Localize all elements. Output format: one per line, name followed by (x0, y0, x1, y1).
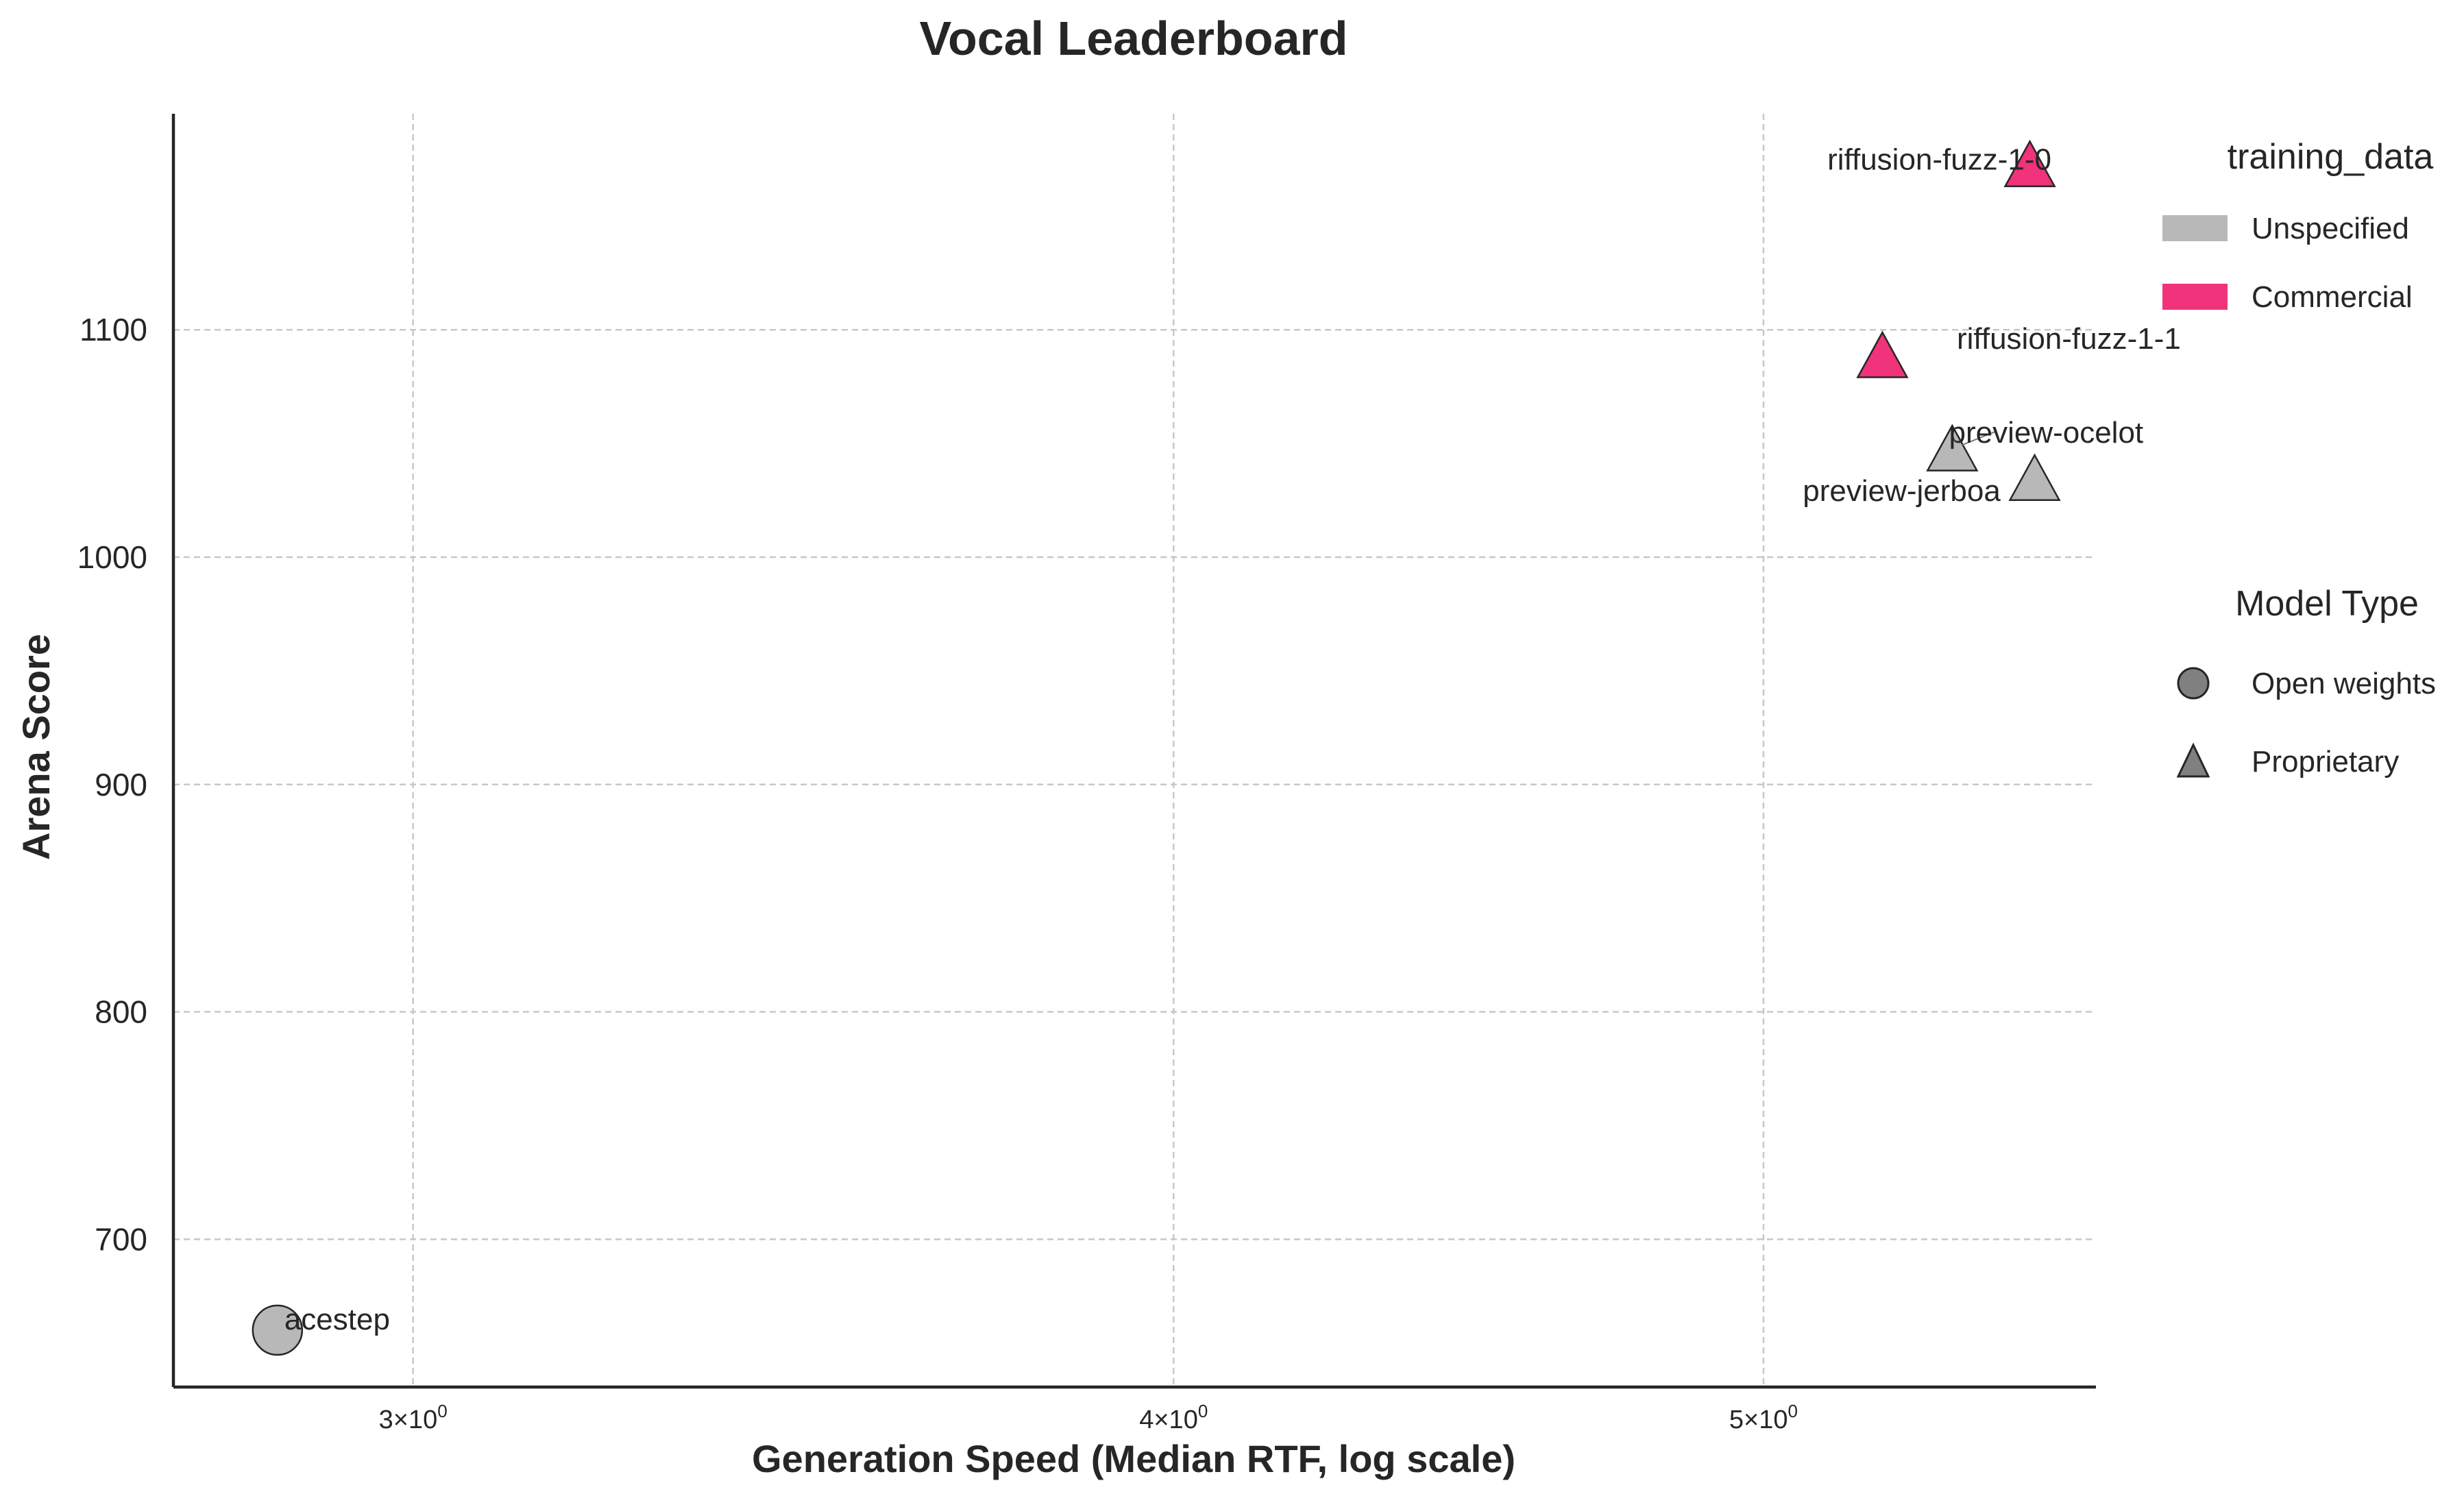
y-tick-label: 800 (95, 994, 147, 1030)
grid-lines (173, 114, 2096, 1387)
legend-triangle-marker (2176, 742, 2210, 778)
point-labels: acestep riffusion-fuzz-1-0 riffusion-fuzz-… (284, 143, 2181, 1336)
data-points (252, 139, 2061, 1356)
x-axis-label: Generation Speed (Median RTF, log scale) (752, 1437, 1515, 1480)
y-tick-label: 900 (95, 767, 147, 802)
x-tick-label: 5×100 (1729, 1401, 1798, 1434)
data-point-triangle (1926, 424, 1979, 471)
legend-color-patch (2162, 284, 2228, 310)
label-leader-line (1962, 430, 1997, 445)
chart-title: Vocal Leaderboard (919, 12, 1347, 65)
legend-entry-label: Proprietary (2252, 745, 2399, 778)
legend-circle-marker (2177, 667, 2210, 700)
legend-title: training_data (2228, 137, 2434, 177)
legend-entry-label: Unspecified (2252, 212, 2409, 245)
y-axis-label: Arena Score (14, 634, 58, 860)
axis-spines (171, 114, 2096, 1389)
y-tick-label: 700 (95, 1221, 147, 1257)
legend-color-patch (2162, 215, 2228, 241)
data-point-triangle (2008, 453, 2061, 501)
point-label: riffusion-fuzz-1-1 (1957, 322, 2181, 356)
point-label: preview-ocelot (1949, 416, 2143, 450)
point-label: preview-jerboa (1803, 474, 2001, 508)
x-axis-ticks: 3×100 4×100 5×100 (379, 1401, 1798, 1434)
legend: training_data Unspecified Commercial Model … (2162, 137, 2436, 778)
data-point-triangle (1856, 330, 1909, 378)
y-tick-label: 1100 (80, 312, 147, 347)
point-label: acestep (284, 1303, 390, 1336)
x-tick-label: 4×100 (1139, 1401, 1208, 1434)
legend-entry-label: Commercial (2252, 280, 2413, 314)
legend-title: Model Type (2235, 584, 2419, 624)
legend-entry-label: Open weights (2252, 667, 2436, 700)
y-tick-label: 1000 (77, 539, 147, 575)
point-label: riffusion-fuzz-1-0 (1827, 143, 2051, 176)
y-axis-ticks: 700 800 900 1000 1100 (77, 312, 147, 1257)
data-point-triangle (2003, 139, 2056, 188)
data-point-circle (252, 1304, 304, 1356)
x-tick-label: 3×100 (379, 1401, 448, 1434)
